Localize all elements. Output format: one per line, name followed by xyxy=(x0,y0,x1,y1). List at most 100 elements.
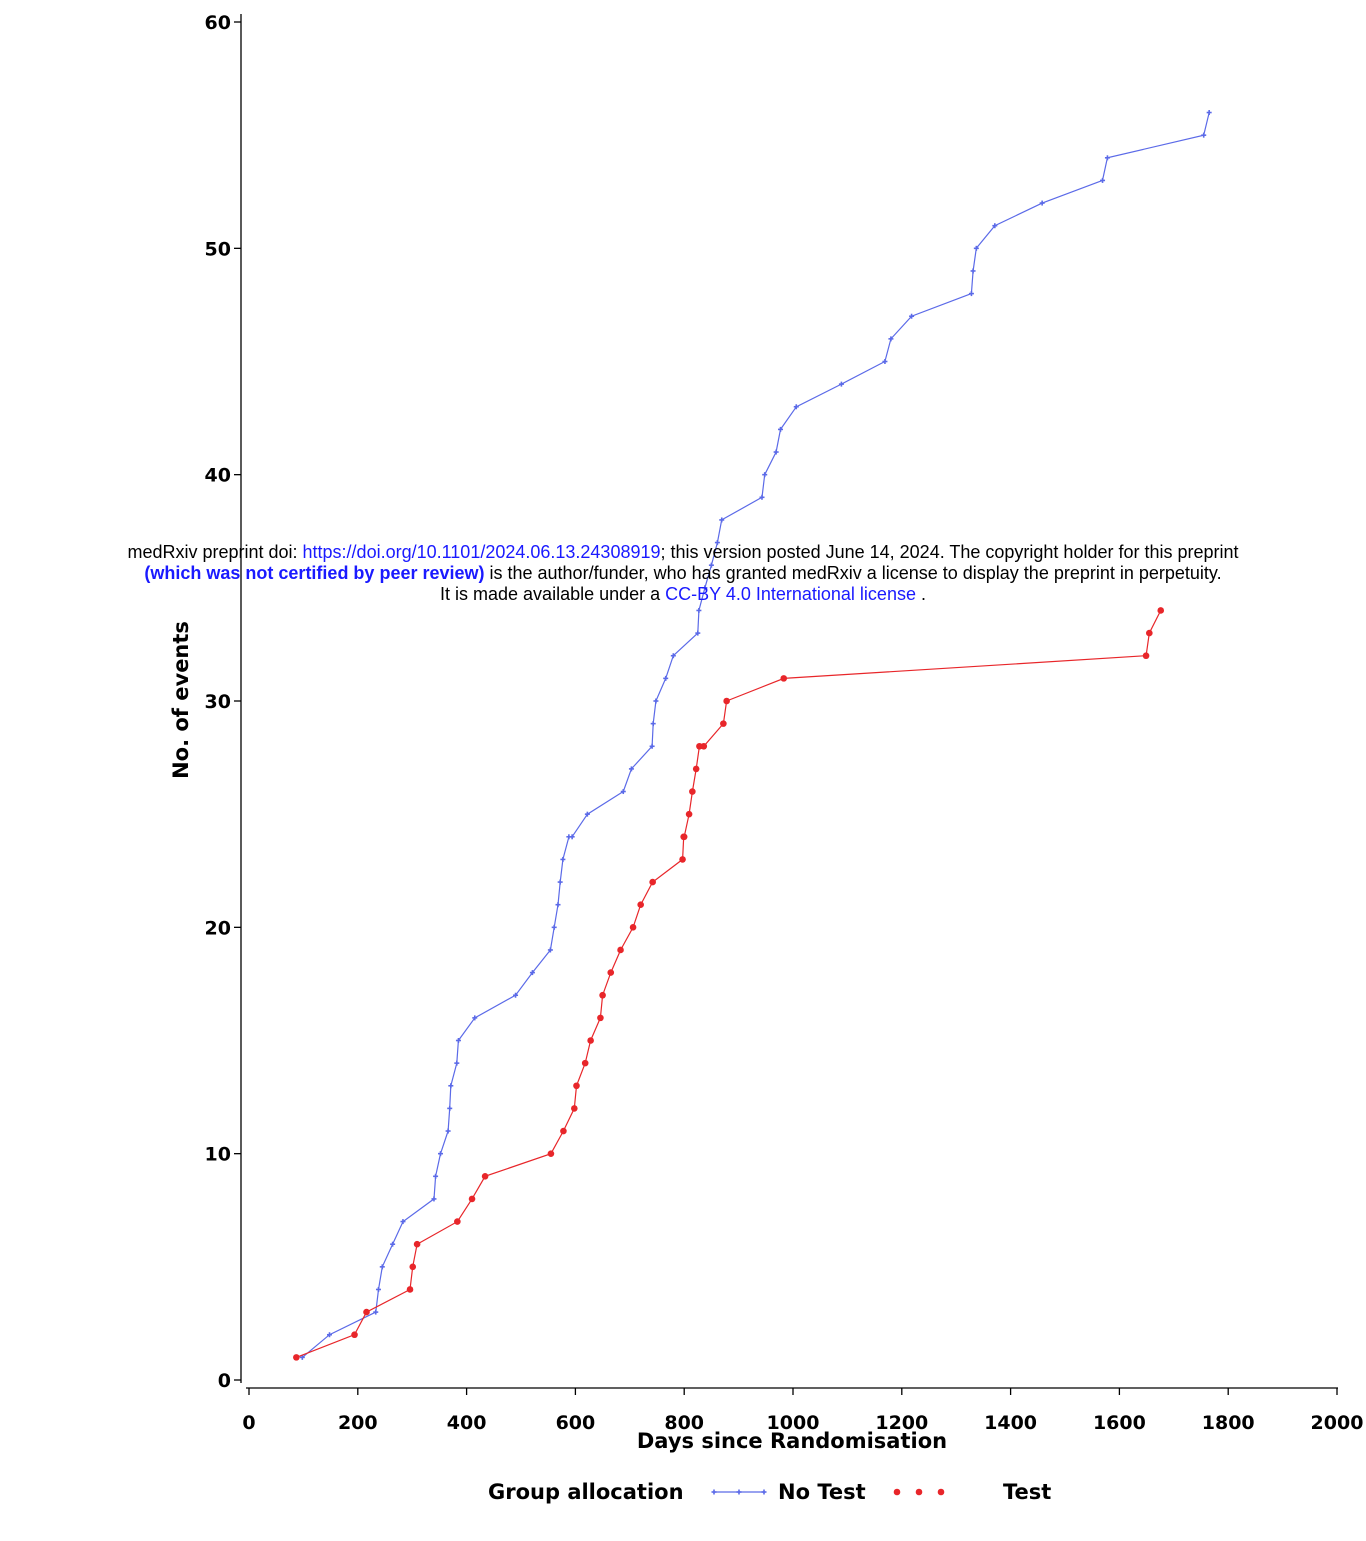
data-point-no-test xyxy=(373,1309,379,1315)
doi-link[interactable]: https://doi.org/10.1101/2024.06.13.24308… xyxy=(302,542,661,562)
data-point-test xyxy=(679,856,686,863)
axes: 0 200 400 600 800 1000 1200 1400 1600 1800 2000 0 10… xyxy=(205,12,1364,1434)
data-point-no-test xyxy=(696,607,702,613)
data-point-no-test xyxy=(649,743,655,749)
banner-line-1-rest: ; this version posted June 14, 2024. The… xyxy=(660,542,1239,562)
data-point-no-test xyxy=(431,1196,437,1202)
data-point-test xyxy=(617,946,624,954)
data-point-no-test xyxy=(454,1060,460,1066)
x-tick-label: 0 xyxy=(242,1412,255,1434)
data-point-test xyxy=(481,1173,489,1180)
data-point-no-test xyxy=(445,1128,451,1134)
series-layer xyxy=(293,110,1212,1361)
data-point-test xyxy=(454,1218,461,1225)
y-tick-label: 50 xyxy=(205,238,231,260)
x-tick-label: 600 xyxy=(556,1412,596,1434)
data-point-no-test xyxy=(1201,132,1207,138)
series-no-test xyxy=(299,110,1212,1360)
data-point-no-test xyxy=(547,947,553,953)
data-point-test xyxy=(637,901,644,908)
banner-line-3: It is made available under a CC-BY 4.0 I… xyxy=(0,584,1366,605)
data-point-no-test xyxy=(390,1241,396,1247)
data-point-test xyxy=(293,1354,300,1361)
data-point-no-test xyxy=(529,970,535,976)
data-point-no-test xyxy=(299,1354,305,1360)
legend-marker xyxy=(937,1488,945,1496)
legend-label-no-test: No Test xyxy=(778,1480,866,1504)
data-point-test xyxy=(720,720,727,727)
series-line-test xyxy=(296,610,1162,1358)
data-point-test xyxy=(599,991,606,999)
data-point-no-test xyxy=(628,766,634,772)
y-tick-label: 30 xyxy=(205,691,231,713)
x-tick-label: 1200 xyxy=(875,1412,928,1434)
data-point-no-test xyxy=(472,1015,478,1021)
data-point-no-test xyxy=(379,1264,385,1270)
data-point-no-test xyxy=(968,291,974,297)
legend-marker xyxy=(736,1489,742,1495)
banner-line-1-text: medRxiv preprint doi: xyxy=(127,542,303,562)
data-point-no-test xyxy=(560,856,566,862)
y-tick-label: 10 xyxy=(205,1144,231,1166)
data-point-test xyxy=(649,878,656,886)
data-point-test xyxy=(629,924,637,931)
data-point-no-test xyxy=(992,223,998,229)
data-point-test xyxy=(685,810,693,818)
banner-line-3-rest: . xyxy=(915,584,926,604)
banner-line-2-rest: is the author/funder, who has granted me… xyxy=(484,563,1222,583)
x-tick-label: 200 xyxy=(338,1412,378,1434)
data-point-test xyxy=(573,1082,580,1090)
data-point-test xyxy=(571,1105,578,1112)
data-point-test xyxy=(413,1240,421,1248)
preprint-banner: medRxiv preprint doi: https://doi.org/10… xyxy=(0,542,1366,605)
data-point-test xyxy=(692,765,700,773)
data-point-test xyxy=(363,1308,370,1316)
data-point-no-test xyxy=(400,1219,406,1225)
x-tick-label: 1800 xyxy=(1202,1412,1255,1434)
data-point-no-test xyxy=(714,540,720,546)
legend-marker xyxy=(761,1489,767,1495)
data-point-no-test xyxy=(773,449,779,455)
y-tick-label: 60 xyxy=(205,12,231,34)
data-point-no-test xyxy=(437,1151,443,1157)
x-tick-label: 2000 xyxy=(1311,1412,1364,1434)
data-point-test xyxy=(689,788,696,795)
data-point-no-test xyxy=(708,562,714,568)
data-point-no-test xyxy=(455,1038,461,1043)
data-point-test xyxy=(547,1150,555,1157)
legend-marker xyxy=(915,1488,923,1496)
data-point-no-test xyxy=(838,381,844,387)
data-point-no-test xyxy=(1104,155,1110,161)
data-point-no-test xyxy=(1039,200,1045,206)
legend-marker xyxy=(711,1489,717,1495)
data-point-test xyxy=(409,1263,417,1271)
data-point-test xyxy=(468,1195,476,1203)
data-point-no-test xyxy=(555,902,561,908)
data-point-no-test xyxy=(702,585,708,591)
data-point-no-test xyxy=(650,721,656,727)
data-point-no-test xyxy=(557,879,563,885)
y-tick-label: 0 xyxy=(218,1370,231,1392)
data-point-test xyxy=(780,675,788,682)
legend: Group allocation No Test Test xyxy=(488,1480,1051,1504)
data-point-no-test xyxy=(375,1286,381,1292)
license-link[interactable]: CC-BY 4.0 International license xyxy=(665,584,916,604)
data-point-test xyxy=(581,1059,589,1067)
data-point-no-test xyxy=(882,359,888,364)
y-tick-label: 20 xyxy=(205,917,231,939)
data-point-no-test xyxy=(759,494,765,500)
data-point-no-test xyxy=(551,924,557,930)
data-point-no-test xyxy=(569,834,575,840)
banner-line-3-text: It is made available under a xyxy=(440,584,666,604)
x-tick-label: 1600 xyxy=(1093,1412,1146,1434)
series-test xyxy=(293,607,1165,1361)
legend-sample-no-test xyxy=(711,1489,767,1495)
data-point-no-test xyxy=(670,653,676,659)
data-point-no-test xyxy=(777,426,783,432)
data-point-no-test xyxy=(970,268,976,274)
data-point-no-test xyxy=(653,698,659,704)
data-point-no-test xyxy=(448,1083,454,1089)
data-point-no-test xyxy=(719,517,725,523)
legend-label-test: Test xyxy=(1003,1480,1051,1504)
peer-review-note[interactable]: (which was not certified by peer review) xyxy=(144,563,485,583)
